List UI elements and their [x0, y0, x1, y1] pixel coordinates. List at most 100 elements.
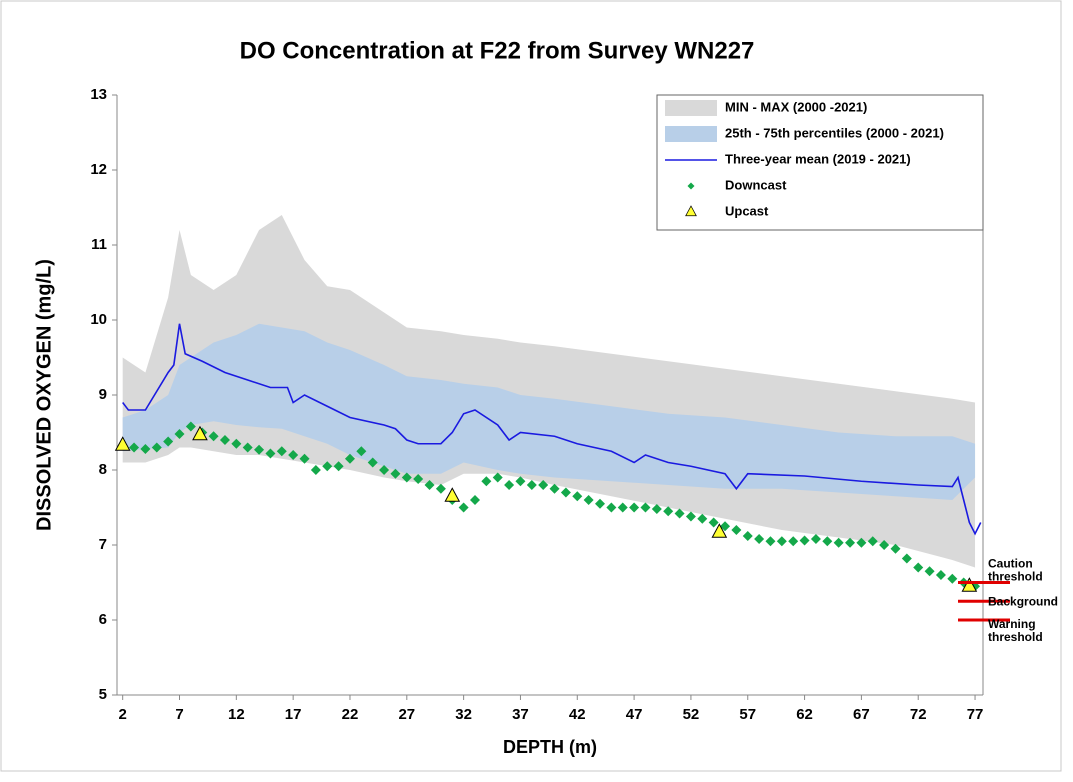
downcast-point — [254, 444, 265, 455]
y-tick-label: 5 — [99, 686, 107, 703]
upcast-point — [961, 577, 978, 592]
downcast-point — [174, 429, 185, 439]
legend-label: Three-year mean (2019 - 2021) — [725, 151, 911, 166]
downcast-point — [810, 534, 821, 544]
x-tick-label: 57 — [739, 706, 756, 723]
x-tick-label: 22 — [342, 706, 359, 723]
downcast-point — [913, 562, 924, 573]
downcast-point — [492, 472, 503, 483]
downcast-point — [754, 534, 765, 544]
downcast-point — [731, 525, 742, 535]
downcast-point — [526, 480, 537, 490]
x-tick-label: 77 — [967, 706, 984, 723]
downcast-point — [390, 468, 401, 479]
downcast-point — [822, 536, 833, 547]
downcast-point — [333, 461, 344, 472]
downcast-point — [310, 465, 321, 475]
downcast-point — [629, 502, 640, 513]
downcast-point — [458, 502, 469, 513]
downcast-point — [606, 502, 617, 513]
downcast-point — [538, 480, 549, 490]
downcast-point — [435, 483, 446, 494]
x-tick-label: 32 — [455, 706, 472, 723]
downcast-point — [481, 476, 492, 487]
downcast-point — [765, 536, 776, 547]
downcast-point — [901, 553, 912, 564]
downcast-point — [151, 442, 162, 453]
downcast-point — [924, 566, 935, 577]
downcast-point — [140, 444, 151, 454]
legend-label: Downcast — [725, 177, 787, 192]
y-tick-label: 13 — [90, 86, 107, 103]
legend-swatch — [687, 182, 695, 190]
downcast-point — [356, 446, 367, 457]
downcast-point — [265, 448, 276, 459]
y-tick-label: 8 — [99, 461, 107, 478]
y-tick-label: 7 — [99, 536, 107, 553]
legend-swatch — [665, 100, 717, 116]
legend-box — [656, 94, 984, 231]
downcast-point — [935, 570, 946, 580]
downcast-point — [947, 573, 958, 584]
downcast-point — [379, 465, 390, 475]
downcast-point — [708, 517, 719, 528]
downcast-point — [685, 511, 696, 522]
downcast-point — [219, 435, 230, 445]
x-tick-label: 37 — [512, 706, 529, 723]
mean-line — [122, 323, 982, 536]
chart-title: DO Concentration at F22 from Survey WN22… — [240, 37, 755, 64]
downcast-point — [788, 536, 799, 547]
downcast-point — [401, 472, 412, 483]
downcast-point — [651, 504, 662, 514]
downcast-point — [663, 506, 674, 517]
downcast-point — [469, 495, 480, 505]
threshold-label: Warning threshold — [988, 617, 1043, 644]
x-tick-label: 27 — [398, 706, 415, 723]
x-axis-label: DEPTH (m) — [503, 737, 597, 757]
upcast-point — [114, 436, 131, 451]
upcast-point — [192, 425, 208, 441]
legend-swatch — [685, 205, 697, 217]
downcast-point — [560, 487, 571, 498]
downcast-point — [890, 543, 901, 554]
threshold-label: Background — [988, 594, 1058, 608]
range-band — [122, 323, 976, 500]
downcast-point — [879, 540, 890, 550]
downcast-point — [595, 498, 606, 509]
downcast-point — [845, 537, 856, 548]
y-tick-label: 11 — [91, 236, 107, 253]
upcast-point — [711, 523, 728, 538]
downcast-point — [720, 521, 731, 532]
legend-label: Upcast — [725, 203, 769, 218]
x-tick-label: 47 — [626, 706, 643, 723]
x-tick-label: 17 — [285, 706, 302, 723]
x-tick-label: 72 — [910, 706, 927, 723]
y-tick-label: 12 — [90, 161, 107, 178]
y-tick-label: 9 — [99, 386, 107, 403]
downcast-point — [208, 431, 219, 442]
x-tick-label: 67 — [853, 706, 870, 723]
downcast-point — [572, 491, 583, 502]
upcast-point — [444, 487, 461, 502]
downcast-point — [776, 536, 787, 547]
downcast-point — [856, 537, 867, 548]
downcast-point — [549, 483, 560, 494]
downcast-point — [640, 502, 651, 513]
downcast-point — [867, 536, 878, 547]
downcast-point — [697, 513, 708, 524]
legend-swatch — [665, 126, 717, 142]
downcast-point — [617, 502, 628, 513]
downcast-point — [504, 480, 515, 490]
downcast-point — [299, 453, 310, 464]
x-tick-label: 62 — [796, 706, 813, 723]
downcast-point — [185, 421, 196, 432]
downcast-point — [344, 453, 355, 464]
downcast-point — [413, 474, 424, 484]
downcast-point — [742, 531, 753, 541]
downcast-point — [367, 457, 378, 468]
downcast-point — [129, 442, 140, 453]
x-tick-label: 42 — [569, 706, 586, 723]
legend: MIN - MAX (2000 -2021) 25th - 75th percen… — [656, 94, 984, 231]
